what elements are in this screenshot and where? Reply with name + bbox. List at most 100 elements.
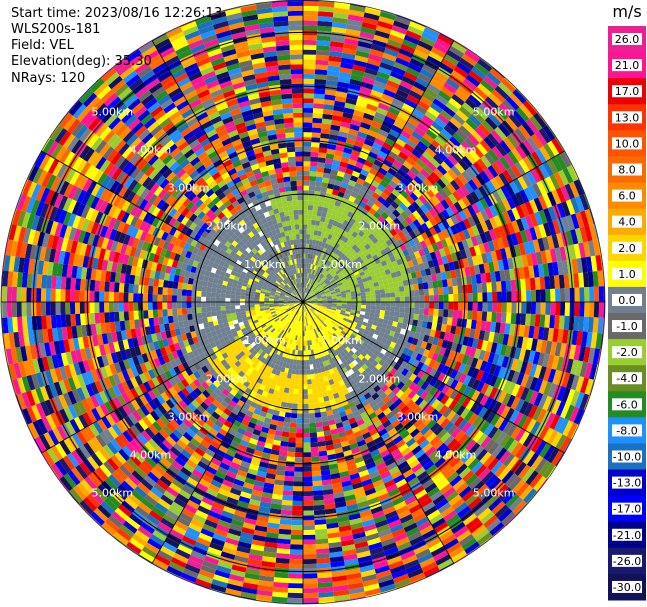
velocity-cell	[322, 172, 331, 179]
velocity-cell	[550, 288, 556, 302]
velocity-cell	[496, 312, 502, 323]
velocity-cell	[346, 24, 362, 32]
velocity-cell	[375, 226, 383, 234]
velocity-cell	[303, 59, 316, 65]
velocity-cell	[332, 12, 349, 20]
velocity-cell	[314, 74, 327, 80]
velocity-cell	[310, 279, 313, 285]
velocity-cell	[313, 499, 325, 506]
velocity-cell	[387, 167, 398, 177]
velocity-cell	[387, 204, 396, 213]
velocity-cell	[387, 38, 403, 49]
velocity-cell	[311, 219, 316, 226]
velocity-cell	[467, 293, 473, 302]
velocity-cell	[393, 281, 399, 288]
velocity-cell	[295, 364, 300, 370]
velocity-cell	[299, 369, 303, 375]
velocity-cell	[433, 302, 439, 310]
velocity-cell	[307, 283, 310, 289]
velocity-cell	[429, 157, 441, 169]
velocity-cell	[363, 192, 372, 201]
velocity-cell	[375, 25, 392, 35]
velocity-cell	[336, 211, 343, 218]
velocity-cell	[448, 97, 462, 110]
velocity-cell	[385, 111, 398, 121]
velocity-cell	[378, 223, 386, 231]
velocity-cell	[298, 389, 303, 395]
velocity-cell	[308, 403, 315, 409]
velocity-cell	[312, 275, 317, 281]
velocity-cell	[292, 495, 303, 501]
velocity-cell	[303, 64, 316, 70]
velocity-cell	[303, 563, 317, 569]
velocity-cell	[306, 263, 310, 269]
velocity-cell	[378, 16, 395, 25]
velocity-cell	[281, 436, 289, 442]
velocity-cell	[410, 20, 426, 28]
velocity-cell	[461, 53, 477, 67]
velocity-cell	[431, 75, 446, 87]
velocity-cell	[348, 247, 355, 254]
velocity-cell	[370, 298, 376, 302]
velocity-cell	[394, 185, 404, 194]
velocity-cell	[418, 289, 425, 296]
velocity-cell	[312, 108, 324, 114]
velocity-cell	[446, 317, 453, 326]
velocity-cell	[311, 286, 316, 291]
velocity-cell	[309, 254, 314, 260]
velocity-cell	[367, 98, 380, 108]
velocity-cell	[312, 210, 318, 216]
velocity-cell	[468, 114, 482, 127]
velocity-cell	[293, 476, 303, 482]
velocity-cell	[399, 302, 405, 308]
velocity-cell	[426, 83, 441, 95]
velocity-cell	[366, 172, 376, 181]
velocity-cell	[340, 121, 351, 129]
velocity-cell	[559, 302, 566, 316]
velocity-cell	[477, 58, 493, 72]
velocity-cell	[375, 297, 381, 302]
velocity-cell	[375, 293, 381, 299]
velocity-cell	[315, 265, 319, 271]
velocity-cell	[361, 208, 369, 216]
velocity-cell	[303, 39, 317, 46]
velocity-cell	[294, 452, 303, 458]
velocity-cell	[329, 46, 344, 53]
velocity-cell	[282, 426, 290, 433]
velocity-cell	[320, 186, 328, 193]
velocity-cell	[303, 68, 316, 75]
velocity-cell	[367, 240, 375, 247]
velocity-cell	[324, 163, 333, 170]
velocity-cell	[384, 288, 390, 294]
velocity-cell	[406, 195, 415, 205]
velocity-cell	[422, 282, 429, 290]
velocity-cell	[315, 417, 322, 423]
velocity-cell	[303, 374, 308, 380]
velocity-cell	[303, 394, 309, 400]
velocity-cell	[380, 124, 392, 134]
velocity-cell	[310, 279, 314, 285]
velocity-cell	[492, 302, 498, 313]
velocity-cell	[288, 583, 303, 589]
velocity-cell	[366, 302, 371, 306]
velocity-cell	[315, 276, 319, 282]
velocity-cell	[535, 289, 541, 302]
velocity-cell	[321, 275, 326, 281]
velocity-cell	[318, 251, 323, 257]
velocity-cell	[309, 273, 312, 279]
velocity-cell	[458, 125, 472, 138]
velocity-cell	[303, 360, 307, 366]
velocity-cell	[359, 31, 375, 40]
velocity-cell	[303, 539, 316, 545]
velocity-cell	[316, 171, 324, 178]
velocity-cell	[346, 259, 352, 266]
velocity-cell	[348, 195, 356, 203]
velocity-cell	[438, 294, 444, 302]
velocity-cell	[530, 289, 537, 302]
velocity-cell	[328, 239, 334, 246]
velocity-cell	[313, 504, 325, 511]
velocity-cell	[432, 98, 446, 110]
velocity-cell	[420, 137, 432, 148]
velocity-cell	[303, 54, 316, 60]
velocity-cell	[376, 133, 387, 142]
